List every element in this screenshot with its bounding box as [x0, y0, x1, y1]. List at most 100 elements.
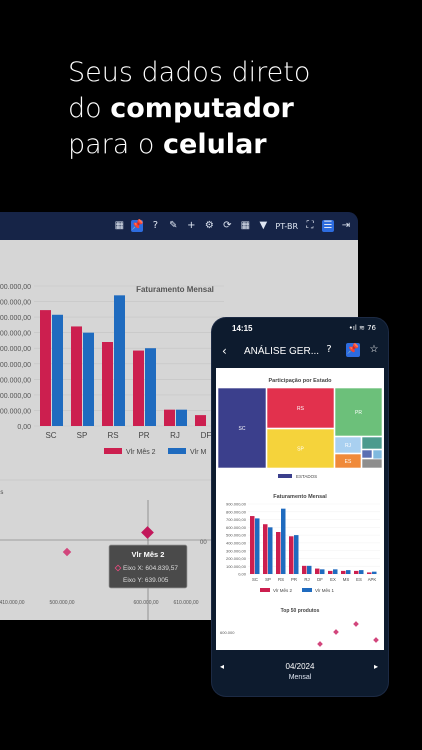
phone-y-tick: 700.000,00 [226, 517, 247, 522]
phone-header: ‹ ANÁLISE GER... ? 📌 ☆ [212, 340, 388, 364]
treemap-cell [361, 458, 383, 469]
tablet-x-tick: SC [45, 431, 56, 440]
phone-bar [289, 536, 294, 574]
tablet-legend-swatch [168, 448, 186, 454]
phone-x-tick: APK [368, 577, 377, 582]
tablet-legend-label: Vlr Mês 2 [126, 449, 156, 456]
headline-bold-celular: celular [163, 129, 267, 160]
tablet-bar [133, 350, 144, 426]
phone-y-tick: 800.000,00 [226, 509, 247, 514]
tablet-y-tick: 200.000,00 [0, 393, 31, 400]
tablet-chart-title: Faturamento Mensal [136, 285, 214, 294]
phone-bar [346, 570, 351, 574]
phone-device: 14:15 •ıl ≋ 76 ‹ ANÁLISE GER... ? 📌 ☆ Pa… [212, 318, 388, 696]
tooltip-marker [114, 564, 122, 572]
phone-status-bar: 14:15 •ıl ≋ 76 [212, 318, 388, 340]
phone-bar [281, 508, 286, 574]
phone-y-tick: 100.000,00 [226, 564, 247, 569]
tablet-x-tick: RS [107, 431, 118, 440]
phone-x-tick: RJ [304, 577, 309, 582]
prev-period-icon[interactable]: ◂ [220, 662, 225, 671]
tablet-bar [114, 295, 125, 426]
phone-legend-swatch [302, 588, 312, 592]
tablet-scatter-x-tick: 500.000,00 [49, 600, 74, 606]
treemap-cell-label: SP [297, 447, 304, 453]
back-icon[interactable]: ‹ [222, 344, 227, 358]
menu-icon[interactable]: ☰ [322, 220, 334, 232]
phone-bar [372, 571, 377, 574]
headline-line-3-pre: para o [68, 129, 164, 160]
phone-y-tick: 0,00 [238, 572, 247, 577]
help-icon[interactable]: ? [326, 344, 332, 355]
star-icon[interactable]: ☆ [369, 344, 379, 355]
gear-icon[interactable]: ⚙ [204, 220, 214, 231]
pin-icon[interactable]: 📌 [131, 220, 144, 232]
treemap-legend-label: ESTADOS [296, 474, 317, 479]
treemap-cell-label: RJ [345, 443, 352, 449]
calendar-icon[interactable]: ▦ [240, 220, 251, 231]
tablet-y-tick: 300.000,00 [0, 377, 31, 384]
help-icon[interactable]: ? [152, 220, 159, 231]
phone-scatter-point [353, 621, 359, 627]
tablet-x-tick: PR [138, 431, 149, 440]
phone-bar [341, 570, 346, 574]
pin-icon[interactable]: 📌 [346, 343, 360, 357]
phone-legend-label: Vlr Mês 2 [273, 588, 293, 593]
tablet-scatter-x-tick: 600.000,00 [133, 600, 158, 606]
tooltip-box [108, 544, 188, 589]
logout-icon[interactable]: ⇥ [341, 220, 351, 231]
period-mode: Mensal [288, 674, 312, 681]
tablet-y-tick: 0,00 [17, 424, 31, 431]
add-icon[interactable]: + [187, 220, 196, 231]
tablet-bar [40, 310, 51, 426]
phone-scatter-title: Top 50 produtos [281, 608, 320, 614]
phone-charts-svg: Participação por Estado SC RS PR SP RJ ES ESTAD… [217, 378, 383, 647]
phone-bar [367, 572, 372, 574]
phone-bar [320, 569, 325, 574]
tablet-scatter-point [62, 547, 72, 557]
phone-legend-label: Vlr Mês 1 [315, 588, 335, 593]
treemap-cell [334, 436, 362, 454]
phone-bar [250, 516, 255, 574]
tablet-y-tick: 700.000,00 [0, 315, 31, 322]
grid-icon[interactable]: ▦ [114, 220, 125, 231]
phone-x-tick: ES [356, 577, 362, 582]
phone-bar [263, 524, 268, 574]
fullscreen-icon[interactable]: ⛶ [306, 220, 314, 231]
tablet-bar [102, 342, 113, 426]
tablet-bar [176, 409, 187, 426]
phone-x-tick: RS [278, 577, 284, 582]
tablet-x-tick: SP [77, 431, 88, 440]
phone-scatter-y-tick: 600.000 [220, 630, 235, 635]
headline-line-2: do computador [68, 91, 408, 127]
tablet-charts-svg: Faturamento Mensal 0,00 100.000,00 200.000,… [0, 284, 358, 620]
tablet-bar [71, 326, 82, 426]
tablet-scatter-x-tick: 610.000,00 [173, 600, 198, 606]
treemap-cell-label: ES [345, 459, 352, 465]
phone-x-tick: PR [291, 577, 297, 582]
phone-legend-swatch [260, 588, 270, 592]
tablet-bar [164, 409, 175, 426]
phone-bar [359, 570, 364, 574]
page-title: ANÁLISE GER... [244, 346, 320, 357]
filter-icon[interactable]: ▼ [259, 220, 268, 231]
language-selector[interactable]: PT-BR [275, 221, 298, 231]
phone-x-tick: MS [343, 577, 350, 582]
refresh-icon[interactable]: ⟳ [223, 220, 232, 231]
tablet-bar [83, 332, 94, 426]
tablet-bar [145, 348, 156, 426]
phone-bar [268, 527, 273, 574]
tablet-scatter-point-active [141, 526, 154, 539]
tablet-y-tick: 500.000,00 [0, 346, 31, 353]
treemap-legend-swatch [278, 474, 292, 478]
edit-icon[interactable]: ✎ [169, 220, 178, 231]
next-period-icon[interactable]: ▸ [374, 662, 379, 671]
phone-bar [328, 570, 333, 574]
tablet-y-tick: 600.000,00 [0, 331, 31, 338]
phone-x-tick: SP [265, 577, 271, 582]
phone-y-tick: 300.000,00 [226, 548, 247, 553]
treemap-cell-label: SC [239, 426, 246, 432]
treemap-cell [334, 453, 362, 469]
phone-y-tick: 200.000,00 [226, 556, 247, 561]
treemap-cell [361, 449, 373, 459]
